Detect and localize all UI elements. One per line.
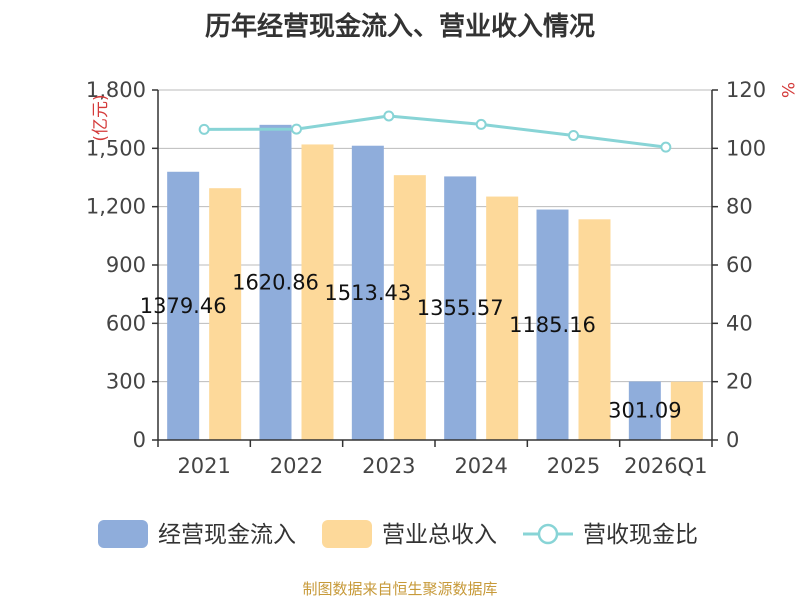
y-left-tick-label: 900	[106, 253, 146, 277]
ratio-point	[198, 123, 210, 135]
y-right-unit: %	[777, 82, 797, 98]
bar-revenue	[486, 196, 519, 440]
bar-revenue	[578, 219, 611, 440]
data-label: 1379.46	[140, 294, 227, 318]
source-note: 制图数据来自恒生聚源数据库	[302, 580, 498, 598]
legend-label: 营收现金比	[583, 522, 698, 548]
bar-revenue	[393, 175, 426, 440]
y-left-tick-label: 300	[106, 370, 146, 394]
ratio-point	[383, 110, 395, 122]
x-tick-label: 2025	[547, 454, 600, 478]
y-right-tick-label: 40	[726, 311, 753, 335]
bar-cash-inflow	[167, 171, 200, 440]
legend-label: 营业总收入	[382, 522, 497, 548]
data-label: 301.09	[608, 399, 681, 423]
y-right-tick-label: 60	[726, 253, 753, 277]
bar-cash-inflow	[351, 145, 384, 441]
x-tick-label: 2022	[270, 454, 323, 478]
bars	[167, 124, 703, 441]
x-tick-label: 2023	[362, 454, 415, 478]
y-left-tick-label: 600	[106, 311, 146, 335]
data-label: 1355.57	[417, 296, 504, 320]
legend: 经营现金流入 营业总收入 营收现金比	[98, 520, 698, 548]
y-left-tick-label: 1,800	[86, 78, 146, 102]
ratio-point	[291, 123, 302, 135]
legend-marker-ratio	[537, 523, 559, 545]
bar-revenue	[209, 188, 242, 440]
x-tick-label: 2024	[454, 454, 507, 478]
tick-labels: 0 300 600 900 1,200 1,500 1,800 0 20 40 60 80 100 120…	[86, 78, 766, 478]
y-right-tick-label: 100	[726, 136, 766, 160]
ratio-point	[660, 141, 672, 153]
ratio-point	[475, 118, 487, 130]
y-left-tick-label: 0	[133, 428, 146, 452]
data-label: 1620.86	[232, 270, 319, 294]
x-tick-label: 2021	[177, 454, 230, 478]
ratio-line-path	[204, 114, 667, 149]
y-left-tick-label: 1,200	[86, 195, 146, 219]
bar-revenue	[301, 144, 334, 440]
y-left-tick-label: 1,500	[86, 136, 146, 160]
x-tick-label: 2026Q1	[624, 454, 707, 478]
ratio-line	[198, 110, 672, 153]
bar-cash-inflow	[259, 124, 292, 441]
bar-revenue	[670, 381, 703, 440]
legend-label: 经营现金流入	[158, 522, 296, 548]
legend-swatch-revenue	[322, 520, 372, 548]
data-label: 1513.43	[324, 281, 411, 305]
bar-cash-inflow	[628, 381, 661, 440]
y-right-tick-label: 80	[726, 195, 753, 219]
legend-swatch-cash-inflow	[98, 520, 148, 548]
y-right-tick-label: 120	[726, 78, 766, 102]
y-right-tick-label: 0	[726, 428, 739, 452]
y-left-unit: (亿元)	[91, 94, 111, 141]
data-label: 1185.16	[509, 313, 596, 337]
ratio-point	[568, 130, 579, 141]
y-right-tick-label: 20	[726, 370, 753, 394]
chart-title: 历年经营现金流入、营业收入情况	[204, 12, 595, 42]
axes	[152, 89, 718, 447]
bar-cash-inflow	[444, 176, 477, 441]
bar-cash-inflow	[536, 209, 569, 440]
